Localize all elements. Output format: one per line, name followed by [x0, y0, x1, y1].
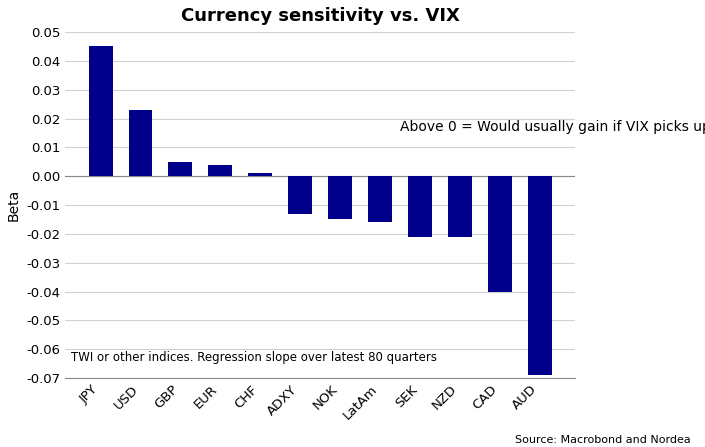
- Bar: [328, 176, 352, 219]
- Bar: [168, 162, 192, 176]
- Text: Source: Macrobond and Nordea: Source: Macrobond and Nordea: [515, 435, 691, 445]
- Bar: [288, 176, 312, 214]
- Text: TWI or other indices. Regression slope over latest 80 quarters: TWI or other indices. Regression slope o…: [70, 351, 436, 364]
- Bar: [527, 176, 551, 375]
- Bar: [488, 176, 512, 291]
- Title: Currency sensitivity vs. VIX: Currency sensitivity vs. VIX: [180, 7, 460, 25]
- Bar: [209, 164, 233, 176]
- Bar: [89, 46, 113, 176]
- Bar: [408, 176, 432, 237]
- Bar: [448, 176, 472, 237]
- Text: Above 0 = Would usually gain if VIX picks up: Above 0 = Would usually gain if VIX pick…: [400, 120, 705, 134]
- Bar: [368, 176, 392, 222]
- Bar: [248, 173, 272, 176]
- Y-axis label: Beta: Beta: [7, 189, 21, 221]
- Bar: [128, 110, 152, 176]
